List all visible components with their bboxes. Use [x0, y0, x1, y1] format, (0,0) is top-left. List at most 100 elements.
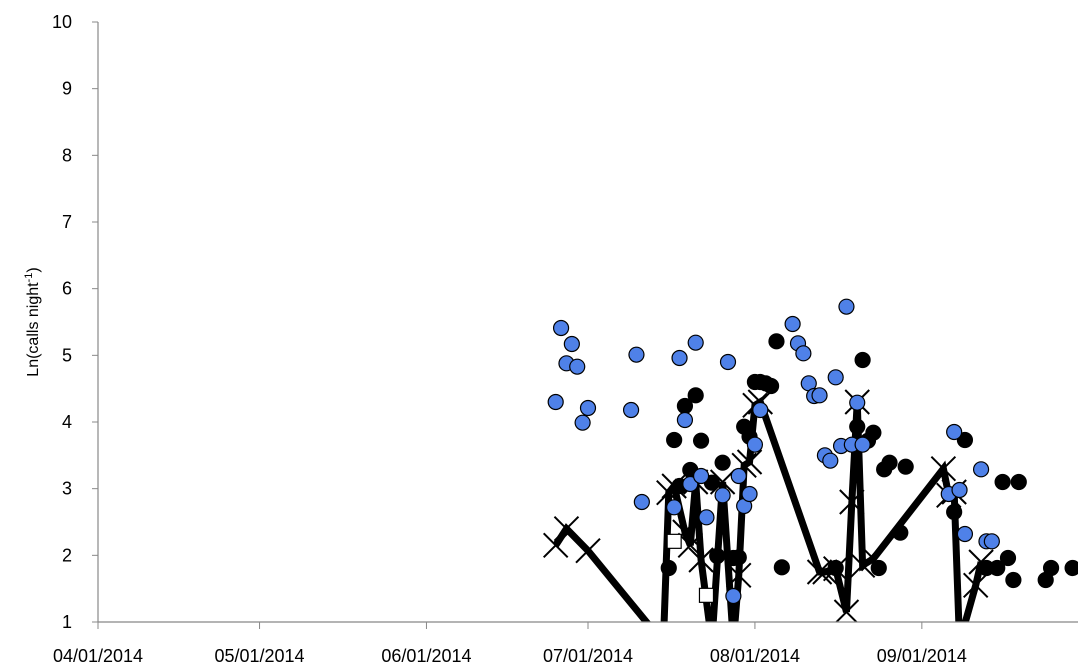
- point: [660, 559, 677, 577]
- point: [666, 533, 682, 549]
- point: [666, 431, 683, 449]
- point: [854, 351, 871, 369]
- point: [849, 394, 866, 411]
- point: [839, 489, 865, 515]
- point: [563, 335, 580, 353]
- plot-area: [542, 298, 1078, 655]
- point: [962, 572, 989, 599]
- y-tick-label: 5: [62, 345, 72, 365]
- point: [622, 401, 640, 419]
- point: [688, 547, 714, 573]
- point: [1005, 571, 1022, 589]
- point: [709, 547, 726, 565]
- point: [682, 475, 699, 493]
- point: [1010, 473, 1027, 491]
- point: [692, 467, 710, 485]
- point: [547, 393, 564, 411]
- point: [827, 559, 844, 577]
- point: [553, 515, 580, 542]
- point: [633, 493, 650, 511]
- point: [676, 411, 694, 429]
- point: [569, 358, 586, 375]
- x-tick-label: 05/01/2014: [214, 646, 304, 666]
- point: [692, 432, 710, 449]
- x-tick-label: 04/01/2014: [53, 646, 143, 666]
- point: [651, 631, 675, 655]
- y-tick-label: 1: [62, 612, 72, 632]
- point: [687, 387, 704, 404]
- point: [579, 399, 597, 417]
- point: [849, 418, 866, 435]
- y-tick-label: 2: [62, 545, 72, 565]
- point: [628, 346, 645, 363]
- y-tick-label: 6: [62, 279, 72, 299]
- point: [714, 487, 731, 504]
- y-tick-label: 9: [62, 79, 72, 99]
- y-label-superscript: -1: [23, 273, 35, 283]
- point: [956, 525, 974, 543]
- point: [827, 369, 844, 386]
- point: [972, 461, 990, 478]
- y-tick-label: 10: [52, 12, 72, 32]
- y-tick-label: 4: [62, 412, 72, 432]
- point: [666, 499, 683, 516]
- x-tick-label: 06/01/2014: [381, 646, 471, 666]
- point: [698, 509, 715, 526]
- point: [552, 319, 570, 337]
- series-line: [552, 396, 985, 622]
- point: [946, 423, 963, 441]
- point: [687, 334, 704, 351]
- point: [714, 454, 731, 471]
- point: [892, 524, 909, 541]
- point: [897, 458, 914, 475]
- point: [838, 298, 855, 315]
- point: [730, 549, 747, 566]
- point: [719, 353, 737, 371]
- point: [994, 473, 1011, 491]
- point: [951, 481, 968, 499]
- point: [806, 559, 833, 585]
- point: [946, 503, 963, 521]
- y-tick-label: 8: [62, 145, 72, 165]
- point: [574, 414, 591, 431]
- point: [822, 452, 839, 469]
- point: [773, 559, 790, 576]
- point: [811, 387, 828, 404]
- point: [726, 562, 752, 589]
- point: [784, 315, 801, 333]
- point: [741, 485, 758, 503]
- point: [930, 455, 957, 482]
- y-axis-label: Ln(calls night-1): [23, 267, 42, 376]
- point: [849, 552, 876, 579]
- point: [752, 401, 769, 419]
- point: [725, 587, 742, 605]
- point: [768, 333, 785, 350]
- point: [698, 587, 715, 603]
- x-tick-label: 09/01/2014: [877, 646, 967, 666]
- point: [1064, 559, 1078, 577]
- point: [677, 532, 704, 559]
- point: [671, 349, 688, 367]
- point: [746, 436, 764, 453]
- point: [956, 431, 974, 449]
- point: [865, 424, 882, 441]
- point: [854, 436, 871, 453]
- y-label-text: ): [25, 267, 42, 272]
- point: [575, 537, 601, 564]
- x-tick-label: 07/01/2014: [543, 646, 633, 666]
- point: [999, 549, 1017, 567]
- point: [1042, 559, 1060, 577]
- point: [542, 532, 569, 559]
- x-tick-label: 08/01/2014: [710, 646, 800, 666]
- y-label-text: Ln(calls night: [25, 282, 42, 377]
- point: [762, 377, 780, 395]
- point: [833, 599, 860, 622]
- point: [989, 559, 1006, 577]
- point: [730, 467, 747, 485]
- point: [983, 533, 1000, 550]
- point: [795, 345, 812, 362]
- point: [870, 559, 887, 577]
- y-tick-label: 7: [62, 212, 72, 232]
- y-tick-label: 3: [62, 479, 72, 499]
